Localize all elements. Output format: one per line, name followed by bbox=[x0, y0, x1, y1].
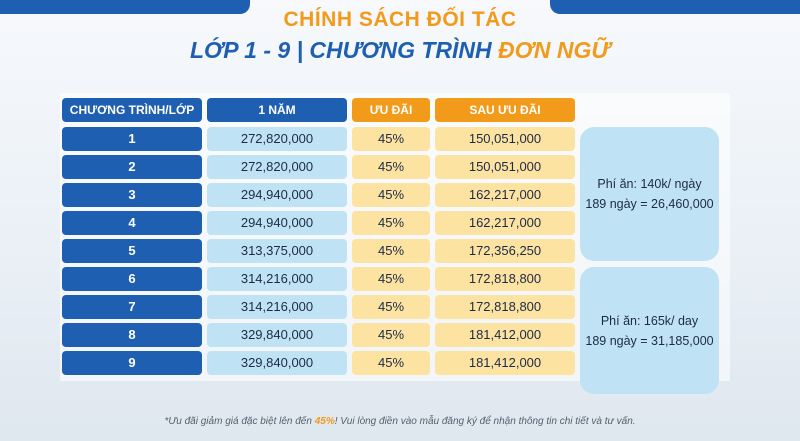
year-price-cell: 329,840,000 bbox=[207, 323, 347, 347]
grade-cell: 2 bbox=[62, 155, 202, 179]
subtitle-main: LỚP 1 - 9 | CHƯƠNG TRÌNH bbox=[189, 37, 499, 63]
grade-cell: 1 bbox=[62, 127, 202, 151]
discount-cell: 45% bbox=[352, 183, 430, 207]
year-price-cell: 294,940,000 bbox=[207, 211, 347, 235]
discount-cell: 45% bbox=[352, 211, 430, 235]
discount-cell: 45% bbox=[352, 155, 430, 179]
after-discount-cell: 172,818,800 bbox=[435, 295, 575, 319]
after-discount-cell: 172,818,800 bbox=[435, 267, 575, 291]
header-year: 1 NĂM bbox=[207, 98, 347, 122]
after-discount-cell: 162,217,000 bbox=[435, 211, 575, 235]
discount-cell: 45% bbox=[352, 239, 430, 263]
year-price-cell: 294,940,000 bbox=[207, 183, 347, 207]
grade-cell: 5 bbox=[62, 239, 202, 263]
year-price-cell: 314,216,000 bbox=[207, 267, 347, 291]
grade-cell: 3 bbox=[62, 183, 202, 207]
discount-cell: 45% bbox=[352, 351, 430, 375]
grade-cell: 4 bbox=[62, 211, 202, 235]
after-discount-cell: 181,412,000 bbox=[435, 351, 575, 375]
top-bar-right bbox=[550, 0, 800, 14]
discount-cell: 45% bbox=[352, 127, 430, 151]
after-discount-cell: 181,412,000 bbox=[435, 323, 575, 347]
footnote-before: *Ưu đãi giảm giá đặc biệt lên đến bbox=[164, 416, 315, 427]
year-price-cell: 314,216,000 bbox=[207, 295, 347, 319]
meal-fee-box-1: Phí ăn: 140k/ ngày 189 ngày = 26,460,000 bbox=[580, 127, 719, 261]
grade-cell: 6 bbox=[62, 267, 202, 291]
year-price-cell: 329,840,000 bbox=[207, 351, 347, 375]
year-price-cell: 313,375,000 bbox=[207, 239, 347, 263]
grade-cell: 9 bbox=[62, 351, 202, 375]
discount-cell: 45% bbox=[352, 323, 430, 347]
discount-cell: 45% bbox=[352, 295, 430, 319]
footnote-after: ! Vui lòng điền vào mẫu đăng ký để nhận … bbox=[334, 416, 636, 427]
meal-fee-total: 189 ngày = 26,460,000 bbox=[585, 197, 714, 211]
header-program: CHƯƠNG TRÌNH/LỚP bbox=[62, 98, 202, 122]
after-discount-cell: 172,356,250 bbox=[435, 239, 575, 263]
page-title: CHÍNH SÁCH ĐỐI TÁC bbox=[283, 8, 517, 31]
meal-fee-line: Phí ăn: 165k/ day bbox=[600, 313, 699, 328]
year-price-cell: 272,820,000 bbox=[207, 127, 347, 151]
header-discount: ƯU ĐÃI bbox=[352, 98, 430, 122]
year-price-cell: 272,820,000 bbox=[207, 155, 347, 179]
meal-fee-box-2: Phí ăn: 165k/ day 189 ngày = 31,185,000 bbox=[580, 267, 719, 394]
grade-cell: 7 bbox=[62, 295, 202, 319]
top-bar-left bbox=[0, 0, 250, 14]
after-discount-cell: 150,051,000 bbox=[435, 155, 575, 179]
meal-fee-line: Phí ăn: 140k/ ngày bbox=[597, 177, 702, 191]
grade-cell: 8 bbox=[62, 323, 202, 347]
after-discount-cell: 150,051,000 bbox=[435, 127, 575, 151]
header-after-discount: SAU ƯU ĐÃI bbox=[435, 98, 575, 122]
discount-cell: 45% bbox=[352, 267, 430, 291]
meal-fee-total: 189 ngày = 31,185,000 bbox=[585, 333, 714, 348]
footnote-percent: 45% bbox=[314, 416, 335, 427]
footnote: *Ưu đãi giảm giá đặc biệt lên đến 45%! V… bbox=[0, 416, 800, 427]
subtitle-accent: ĐƠN NGỮ bbox=[498, 37, 611, 63]
page-subtitle: LỚP 1 - 9 | CHƯƠNG TRÌNH ĐƠN NGỮ bbox=[0, 37, 800, 64]
after-discount-cell: 162,217,000 bbox=[435, 183, 575, 207]
